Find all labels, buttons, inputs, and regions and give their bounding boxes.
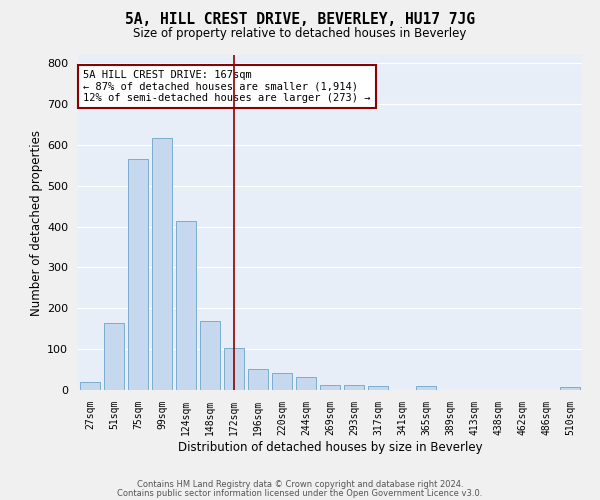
Bar [248,369,268,390]
Bar [560,386,580,390]
Bar [152,138,172,390]
Bar [368,386,388,390]
Y-axis label: Number of detached properties: Number of detached properties [30,130,43,316]
Text: 5A, HILL CREST DRIVE, BEVERLEY, HU17 7JG: 5A, HILL CREST DRIVE, BEVERLEY, HU17 7JG [125,12,475,28]
Bar [200,320,220,390]
Bar [344,384,364,390]
Text: 5A HILL CREST DRIVE: 167sqm
← 87% of detached houses are smaller (1,914)
12% of : 5A HILL CREST DRIVE: 167sqm ← 87% of det… [83,70,371,103]
Bar [224,348,244,390]
Bar [296,377,316,390]
X-axis label: Distribution of detached houses by size in Beverley: Distribution of detached houses by size … [178,440,482,454]
Bar [416,386,436,390]
Text: Contains HM Land Registry data © Crown copyright and database right 2024.: Contains HM Land Registry data © Crown c… [137,480,463,489]
Text: Size of property relative to detached houses in Beverley: Size of property relative to detached ho… [133,28,467,40]
Bar [128,159,148,390]
Bar [176,222,196,390]
Text: Contains public sector information licensed under the Open Government Licence v3: Contains public sector information licen… [118,489,482,498]
Bar [80,382,100,390]
Bar [320,384,340,390]
Bar [104,322,124,390]
Bar [272,373,292,390]
